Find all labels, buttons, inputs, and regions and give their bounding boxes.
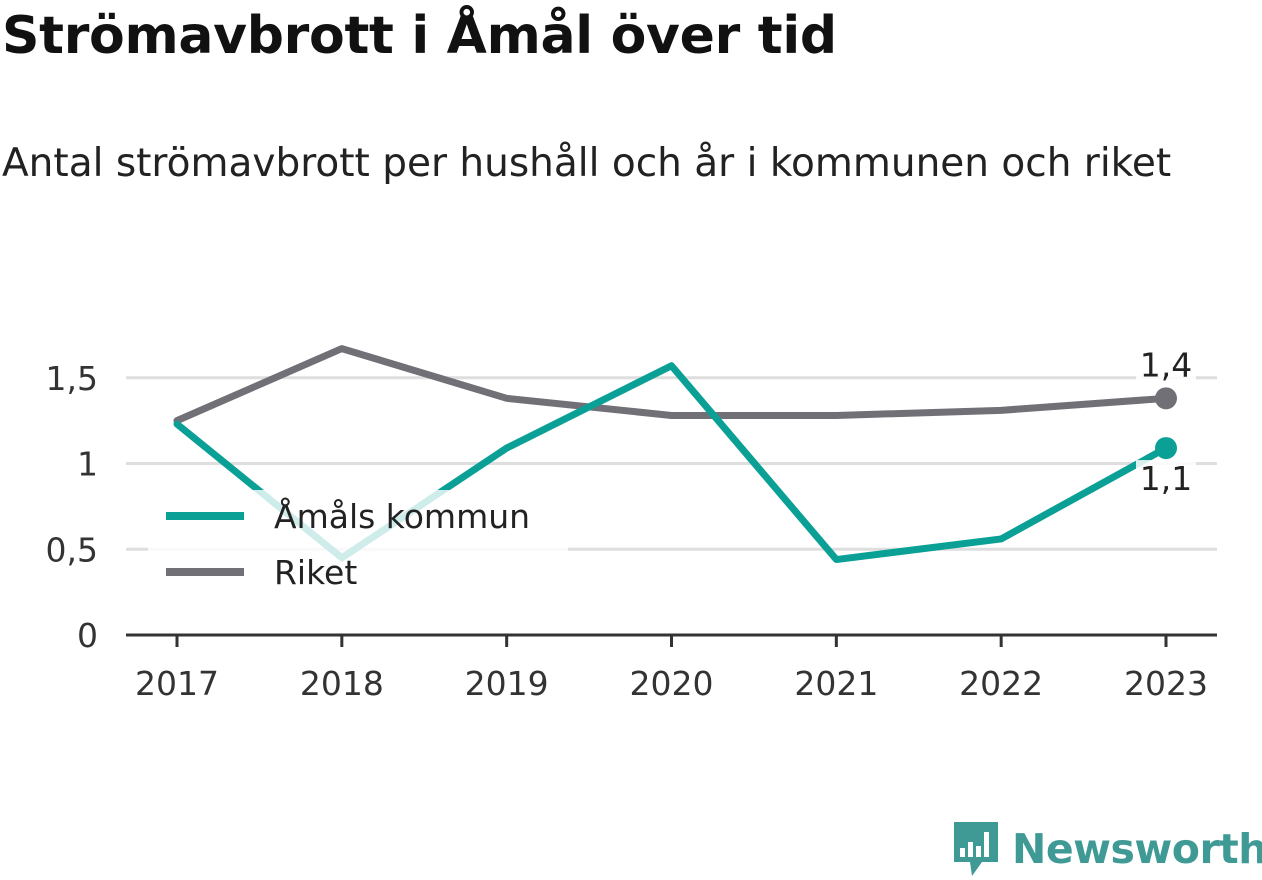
x-tick-label-2021: 2021 — [794, 664, 878, 703]
x-tick-label-2022: 2022 — [959, 664, 1043, 703]
y-tick-label-0,5: 0,5 — [46, 530, 98, 569]
y-tick-label-1: 1 — [77, 445, 98, 484]
data-point-riket-2023 — [1155, 387, 1177, 410]
y-tick-label-0: 0 — [77, 616, 98, 655]
newsworthy-logo: Newsworthy — [950, 818, 1262, 880]
chart-title: Strömavbrott i Åmål över tid — [2, 6, 837, 66]
x-tick-label-2023: 2023 — [1124, 664, 1208, 703]
data-label-bg-åmåls-kommun — [1136, 460, 1196, 499]
chart-subtitle: Antal strömavbrott per hushåll och år i … — [2, 141, 1172, 186]
series-line-riket — [173, 345, 1170, 425]
data-label-bg-riket — [1136, 346, 1196, 385]
data-point-åmåls-kommun-2023 — [1155, 437, 1177, 460]
x-tick-label-2019: 2019 — [465, 664, 549, 703]
legend-label-riket: Riket — [274, 553, 357, 592]
y-tick-label-1,5: 1,5 — [46, 359, 98, 398]
data-label-riket-2023: 1,4 — [1140, 345, 1192, 384]
legend-label-åmåls-kommun: Åmåls kommun — [274, 496, 530, 536]
x-tick-label-2017: 2017 — [135, 664, 219, 703]
x-tick-label-2020: 2020 — [630, 664, 714, 703]
data-label-åmåls-kommun-2023: 1,1 — [1140, 459, 1192, 498]
legend-background — [148, 490, 568, 595]
brand-name: Newsworthy — [1012, 825, 1262, 873]
bar-chart-badge-icon — [954, 822, 998, 876]
x-tick-label-2018: 2018 — [300, 664, 384, 703]
